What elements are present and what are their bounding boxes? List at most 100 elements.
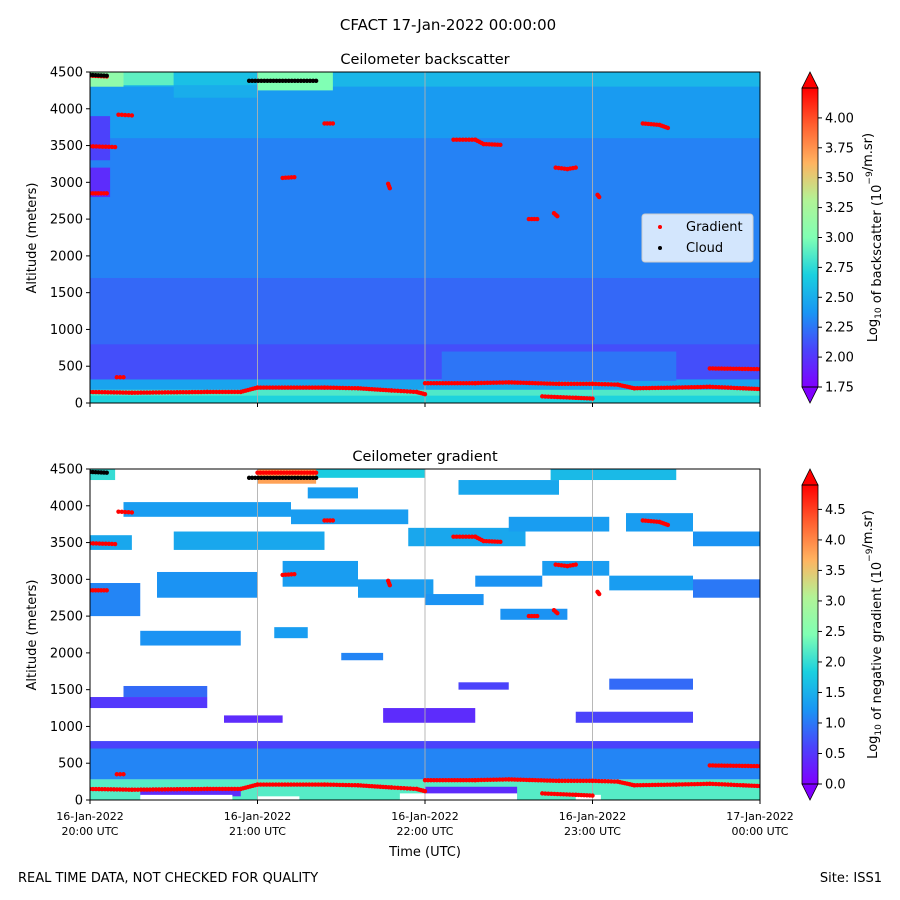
gradient-marker	[208, 786, 213, 792]
cloud-marker	[268, 78, 273, 84]
gradient-marker	[503, 777, 508, 782]
heatmap-cell	[90, 697, 208, 709]
gradient-marker	[680, 782, 685, 787]
y-tick-label: 2500	[50, 610, 83, 625]
cloud-marker	[310, 78, 316, 84]
x-tick-date-label: 16-Jan-2022	[56, 810, 124, 823]
cloud-marker	[265, 78, 270, 84]
gradient-marker	[395, 388, 400, 394]
gradient-marker	[422, 788, 428, 794]
gradient-marker	[313, 470, 319, 475]
gradient-marker	[469, 137, 475, 142]
backscatter-legend: Gradient Cloud	[641, 213, 754, 263]
gradient-marker	[316, 385, 321, 390]
x-tick-time-label: 22:00 UTC	[396, 825, 453, 838]
gradient-marker	[122, 112, 128, 118]
gradient-marker	[587, 778, 592, 784]
gradient-marker	[119, 112, 125, 118]
x-tick-date-label: 17-Jan-2022	[726, 810, 794, 823]
colorbar-extend-max	[801, 71, 819, 89]
gradient-marker	[114, 375, 120, 380]
gradient-marker	[500, 777, 505, 782]
gradient-marker	[593, 381, 598, 387]
gradient-marker	[479, 380, 484, 386]
gradient-marker	[330, 518, 336, 523]
colorbar-tick-label: 2.50	[825, 291, 854, 306]
gradient-marker	[270, 782, 275, 787]
colorbar-tick-label: 2.75	[825, 261, 854, 276]
gradient-marker	[473, 777, 478, 783]
cloud-marker	[301, 475, 307, 481]
cloud-marker	[268, 475, 273, 481]
legend-gradient-label: Gradient	[686, 220, 743, 235]
y-tick-label: 4000	[50, 102, 83, 117]
gradient-marker	[310, 782, 315, 787]
cloud-marker	[313, 78, 319, 84]
gradient-marker	[674, 782, 679, 787]
cloud-marker	[295, 78, 301, 84]
gradient-marker	[261, 385, 266, 390]
heatmap-cell	[173, 531, 325, 550]
legend-box	[641, 213, 754, 263]
cloud-marker	[307, 78, 313, 84]
heatmap-cell	[123, 502, 291, 517]
heatmap-cell	[224, 715, 283, 723]
gradient-marker	[282, 782, 288, 787]
heatmap-cell	[383, 708, 476, 723]
gradient-marker	[104, 588, 109, 593]
gradient-marker	[757, 783, 760, 789]
gradient-marker	[291, 385, 297, 390]
gradient-colorbar: 0.0 0.5 1.0 1.5 2.0 2.5 3.0 3.5 4.0 4.5 Log10 of n…	[801, 468, 885, 801]
cloud-marker	[292, 475, 298, 481]
gradient-marker	[292, 571, 297, 577]
gradient-marker	[491, 777, 496, 782]
gradient-marker	[100, 541, 105, 546]
gradient-marker	[606, 779, 611, 784]
gradient-marker	[463, 137, 469, 142]
gradient-marker	[689, 385, 694, 390]
colorbar-tick-label: 0.0	[825, 778, 846, 793]
heatmap-cell	[693, 579, 760, 598]
gradient-marker	[535, 216, 540, 222]
y-tick-label: 4500	[50, 463, 83, 478]
heatmap-missing-cell	[399, 793, 518, 800]
cloud-marker	[283, 78, 288, 84]
gradient-marker	[479, 777, 484, 783]
gradient-marker	[683, 782, 688, 787]
gradient-marker	[300, 782, 306, 787]
heatmap-cell	[90, 116, 111, 161]
gradient-marker	[220, 389, 225, 395]
heatmap-cell	[341, 652, 384, 661]
gradient-marker	[331, 385, 336, 390]
gradient-marker	[606, 382, 611, 387]
cloud-marker	[304, 78, 310, 84]
gradient-marker	[104, 191, 109, 196]
y-tick-label: 4500	[50, 66, 83, 81]
gradient-marker	[307, 782, 312, 787]
gradient-marker	[398, 785, 404, 791]
gradient-marker	[291, 782, 297, 787]
gradient-marker	[349, 782, 355, 788]
gradient-marker	[473, 380, 478, 386]
gradient-marker	[334, 782, 339, 788]
gradient-marker	[463, 534, 469, 539]
cloud-marker	[265, 475, 270, 481]
gradient-marker	[680, 385, 685, 390]
gradient-marker	[325, 385, 330, 390]
cloud-marker	[298, 78, 304, 84]
gradient-marker	[325, 782, 330, 787]
gradient-marker	[392, 785, 397, 790]
gradient-marker	[352, 783, 358, 788]
cloud-marker	[253, 78, 258, 84]
y-tick-label: 500	[58, 360, 83, 375]
y-tick-label: 2500	[50, 213, 83, 228]
gradient-marker	[593, 778, 598, 784]
gradient-marker	[584, 778, 589, 784]
heatmap-cell	[173, 85, 258, 98]
cloud-marker	[104, 470, 109, 475]
cloud-marker	[289, 78, 294, 84]
gradient-marker	[411, 786, 416, 791]
cloud-marker	[298, 475, 304, 481]
gradient-marker	[581, 381, 586, 387]
gradient-marker	[482, 380, 487, 386]
